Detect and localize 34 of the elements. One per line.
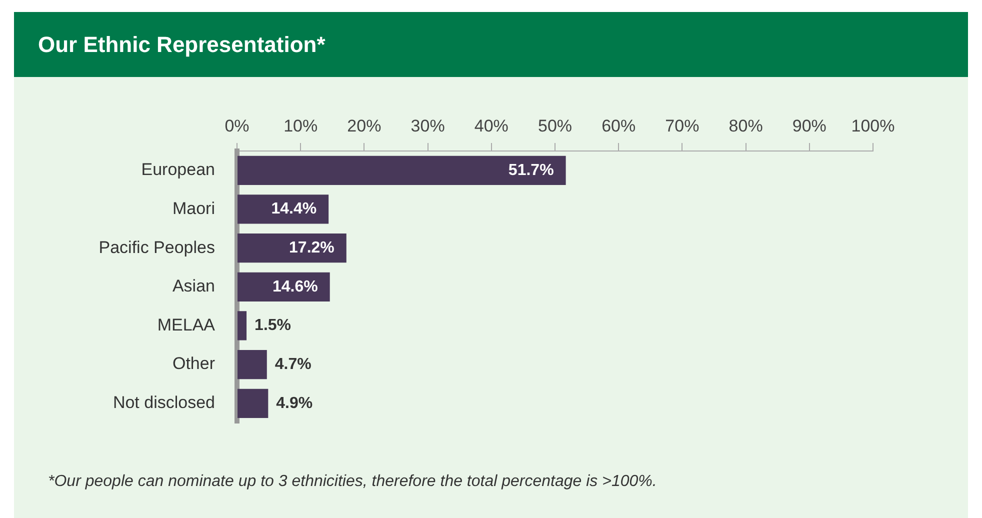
- x-tick-label: 30%: [410, 116, 445, 136]
- bar: [238, 311, 247, 340]
- y-tick-label: Asian: [172, 276, 215, 296]
- data-label: 51.7%: [508, 162, 554, 179]
- bar: [238, 350, 267, 380]
- x-tick-label: 100%: [851, 116, 895, 136]
- data-label: 14.4%: [271, 200, 317, 218]
- data-label: 4.7%: [274, 356, 312, 373]
- data-label: 4.9%: [276, 394, 313, 412]
- text: *Our people can nominate up to 3 ethnicities, therefore the total percentage is >100%.: [48, 473, 657, 491]
- bar: [238, 388, 268, 418]
- data-label: 14.6%: [272, 278, 318, 296]
- x-tick-label: 40%: [474, 116, 508, 136]
- y-tick-label: MELAA: [157, 315, 216, 334]
- bar: [238, 194, 329, 224]
- x-tick-label: 80%: [728, 116, 763, 136]
- x-tick-label: 0%: [224, 116, 250, 136]
- data-label: 17.2%: [289, 239, 334, 256]
- x-tick-label: 50%: [538, 116, 572, 136]
- bar: [238, 234, 346, 263]
- x-tick-label: 10%: [284, 116, 318, 136]
- x-tick-label: 60%: [602, 116, 636, 136]
- y-tick-label: Other: [172, 354, 216, 374]
- bar: [238, 272, 330, 302]
- x-tick-label: 20%: [347, 116, 382, 136]
- y-tick-label: Maori: [172, 198, 215, 218]
- x-tick-label: 70%: [665, 116, 700, 136]
- data-label: 1.5%: [254, 317, 292, 334]
- x-tick-label: 90%: [792, 116, 826, 136]
- bar: [238, 156, 566, 185]
- y-tick-label: Pacific Peoples: [98, 238, 215, 257]
- chart-title: Our Ethnic Representation*: [38, 32, 326, 58]
- y-tick-label: Not disclosed: [112, 393, 215, 412]
- y-tick-label: European: [141, 160, 215, 180]
